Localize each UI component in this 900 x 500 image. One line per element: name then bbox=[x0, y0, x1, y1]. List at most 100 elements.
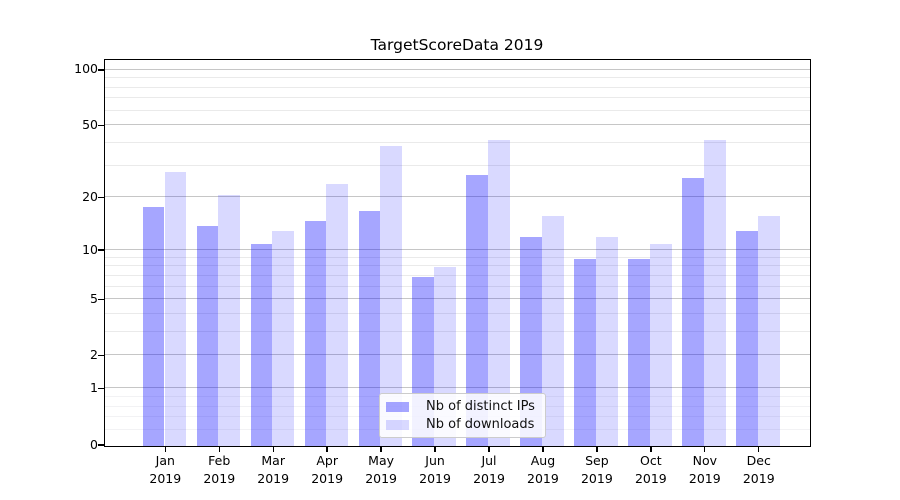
x-tick-label: Jul 2019 bbox=[459, 452, 519, 488]
x-tick-year: 2019 bbox=[257, 471, 290, 487]
x-tick-label: Sep 2019 bbox=[567, 452, 627, 488]
y-tick-label: 1 bbox=[90, 380, 98, 396]
x-tick-month: Apr bbox=[316, 453, 338, 468]
x-tick-month: Sep bbox=[585, 453, 609, 468]
y-tick bbox=[97, 196, 104, 199]
bar-downloads bbox=[326, 184, 349, 446]
legend-label-downloads: Nb of downloads bbox=[426, 417, 535, 432]
x-tick bbox=[218, 446, 220, 453]
x-tick-label: May 2019 bbox=[351, 452, 411, 488]
major-gridline bbox=[104, 196, 811, 198]
major-gridline bbox=[104, 354, 811, 356]
x-tick bbox=[326, 446, 328, 453]
bar-downloads bbox=[596, 237, 618, 446]
x-tick bbox=[650, 446, 652, 453]
bar-distinct-ips bbox=[628, 258, 651, 446]
y-tick-label: 0 bbox=[90, 436, 98, 452]
bar-distinct-ips bbox=[196, 225, 219, 446]
minor-gridline bbox=[104, 285, 811, 287]
x-tick-label: Mar 2019 bbox=[243, 452, 303, 488]
plot-area bbox=[103, 59, 812, 447]
x-tick-year: 2019 bbox=[473, 471, 505, 487]
x-tick-year: 2019 bbox=[634, 471, 667, 487]
legend-entry-downloads: Nb of downloads bbox=[386, 417, 535, 432]
x-tick-month: Dec bbox=[746, 453, 771, 468]
bar-downloads bbox=[488, 140, 510, 446]
y-tick-label: 50 bbox=[82, 116, 98, 132]
x-tick-month: Feb bbox=[208, 453, 231, 468]
y-tick-label: 2 bbox=[90, 347, 98, 363]
y-tick bbox=[97, 388, 104, 390]
major-gridline bbox=[104, 387, 811, 389]
chart-title: TargetScoreData 2019 bbox=[370, 36, 544, 54]
x-tick-year: 2019 bbox=[203, 471, 236, 487]
minor-gridline bbox=[104, 164, 811, 166]
major-gridline bbox=[104, 248, 811, 250]
bar-distinct-ips bbox=[358, 210, 381, 446]
y-tick bbox=[97, 249, 104, 251]
x-tick bbox=[272, 446, 274, 453]
bar-downloads bbox=[542, 215, 564, 446]
x-tick-label: Nov 2019 bbox=[675, 452, 735, 488]
x-tick bbox=[596, 446, 598, 453]
x-tick bbox=[758, 446, 760, 453]
minor-gridline bbox=[104, 77, 811, 79]
bar-downloads bbox=[380, 146, 403, 446]
x-tick bbox=[704, 446, 706, 453]
x-tick-month: Nov bbox=[692, 453, 717, 468]
minor-gridline bbox=[104, 265, 811, 267]
x-tick-label: Jan 2019 bbox=[135, 452, 195, 488]
bar-downloads bbox=[757, 215, 780, 446]
y-tick bbox=[97, 298, 104, 301]
minor-gridline bbox=[104, 312, 811, 314]
major-gridline bbox=[104, 124, 811, 126]
y-tick bbox=[97, 355, 104, 357]
x-tick-month: Jul bbox=[481, 453, 497, 468]
bar-distinct-ips bbox=[682, 177, 704, 446]
x-tick-year: 2019 bbox=[365, 471, 397, 487]
y-tick bbox=[97, 69, 104, 71]
x-tick-year: 2019 bbox=[527, 471, 559, 487]
x-tick-month: May bbox=[368, 453, 395, 468]
legend-swatch-distinct-ips bbox=[386, 401, 409, 412]
bar-distinct-ips bbox=[250, 243, 273, 446]
legend: Nb of distinct IPs Nb of downloads bbox=[379, 393, 546, 438]
y-tick-label: 20 bbox=[82, 189, 98, 205]
x-tick-month: Oct bbox=[640, 453, 662, 468]
bar-downloads bbox=[218, 194, 241, 446]
x-tick bbox=[434, 446, 436, 453]
bar-downloads bbox=[650, 243, 672, 446]
bar-distinct-ips bbox=[304, 220, 327, 446]
x-tick bbox=[542, 446, 544, 453]
y-tick-label: 10 bbox=[82, 241, 98, 257]
x-tick-year: 2019 bbox=[149, 471, 182, 487]
x-tick-month: Jan bbox=[155, 453, 175, 468]
x-tick-year: 2019 bbox=[742, 471, 775, 487]
x-tick-month: Jun bbox=[425, 453, 445, 468]
x-tick bbox=[380, 446, 382, 453]
bar-distinct-ips bbox=[574, 258, 597, 446]
minor-gridline bbox=[104, 256, 811, 258]
minor-gridline bbox=[104, 274, 811, 276]
bar-downloads bbox=[164, 172, 187, 446]
bar-distinct-ips bbox=[466, 175, 489, 446]
x-tick-year: 2019 bbox=[419, 471, 451, 487]
x-tick-month: Mar bbox=[261, 453, 285, 468]
x-tick-year: 2019 bbox=[688, 471, 721, 487]
x-tick-label: Oct 2019 bbox=[621, 452, 681, 488]
x-tick-label: Feb 2019 bbox=[189, 452, 249, 488]
legend-label-distinct-ips: Nb of distinct IPs bbox=[426, 399, 535, 414]
legend-swatch-downloads bbox=[386, 419, 409, 430]
major-gridline bbox=[104, 68, 811, 70]
x-tick bbox=[164, 446, 166, 453]
minor-gridline bbox=[104, 97, 811, 99]
minor-gridline bbox=[104, 331, 811, 333]
y-tick bbox=[97, 444, 104, 446]
x-tick-year: 2019 bbox=[580, 471, 613, 487]
bar-downloads bbox=[704, 140, 726, 446]
bar-distinct-ips bbox=[142, 206, 165, 446]
x-tick-month: Aug bbox=[530, 453, 556, 468]
y-tick bbox=[97, 124, 104, 127]
bar-distinct-ips bbox=[736, 231, 758, 446]
